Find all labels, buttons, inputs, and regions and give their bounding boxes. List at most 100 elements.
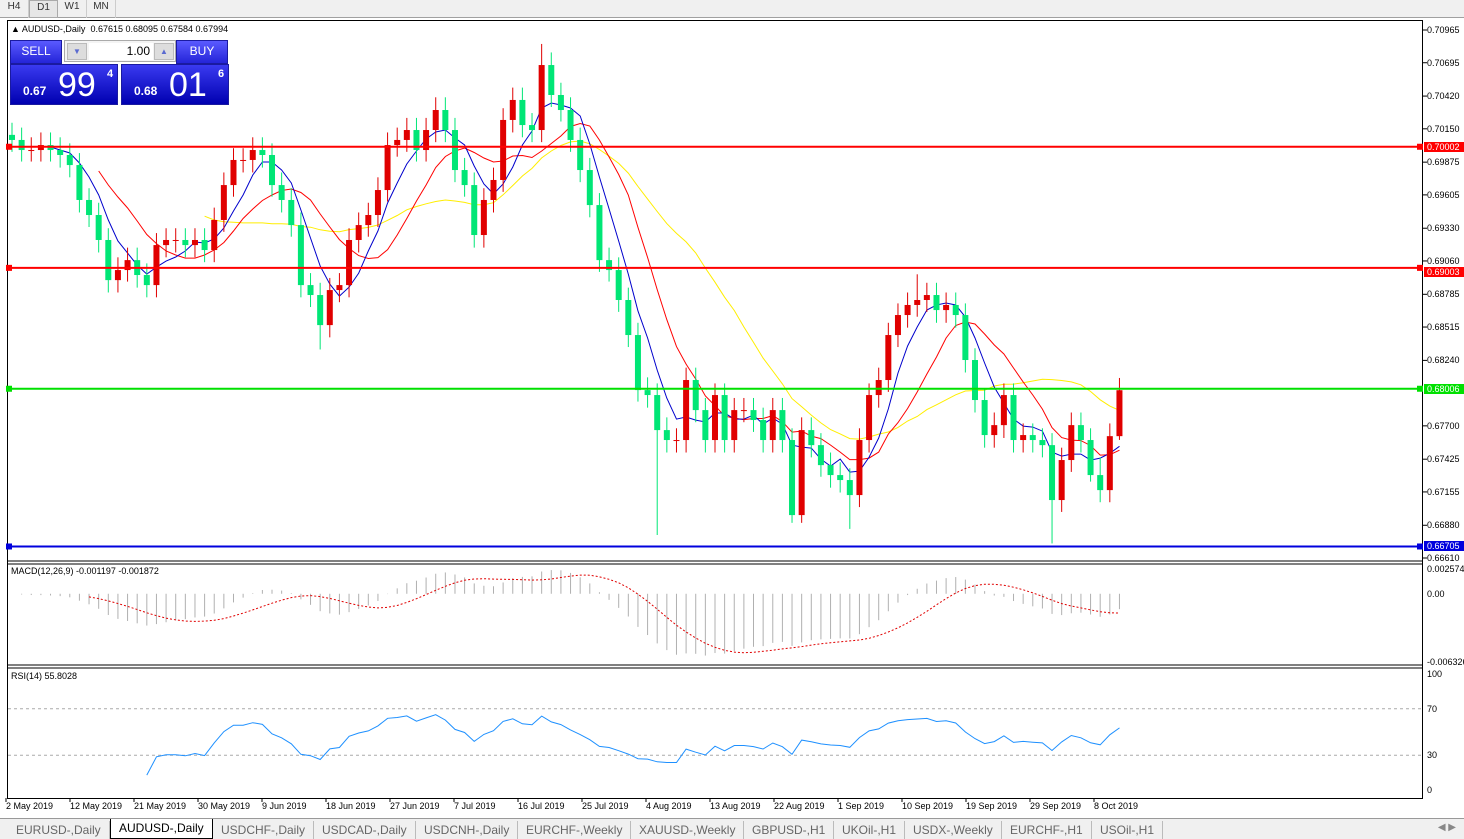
chart-title: ▲ AUDUSD-,Daily 0.67615 0.68095 0.67584 … xyxy=(11,24,229,34)
price-tick-label: 0.70965 xyxy=(1427,25,1460,35)
tab-scroll-arrows[interactable]: ◀ ▶ xyxy=(1437,822,1456,833)
candle-body xyxy=(509,99,516,120)
candle-body xyxy=(124,260,131,271)
candle-body xyxy=(615,270,622,301)
candle-body xyxy=(557,94,564,111)
candle-body xyxy=(28,150,35,152)
date-tick-label: 27 Jun 2019 xyxy=(390,801,440,811)
rsi-tick-label: 100 xyxy=(1427,669,1443,679)
candle-body xyxy=(1097,475,1104,491)
candle-body xyxy=(837,475,844,481)
rsi-line xyxy=(146,714,1120,776)
candle-body xyxy=(972,360,978,401)
chart-tab[interactable]: UKOil-,H1 xyxy=(834,821,906,839)
timeframe-w1[interactable]: W1 xyxy=(58,0,87,18)
candle-body xyxy=(95,215,102,240)
date-tick-label: 16 Jul 2019 xyxy=(518,801,565,811)
chart-tab[interactable]: EURUSD-,Daily xyxy=(8,821,110,839)
date-tick-label: 25 Jul 2019 xyxy=(582,801,629,811)
candle-body xyxy=(326,290,333,326)
candle-body xyxy=(211,219,218,251)
buy-price-prefix: 0.68 xyxy=(134,84,158,98)
candle-body xyxy=(654,395,661,431)
candle-body xyxy=(432,110,439,131)
candle-body xyxy=(403,130,410,140)
candle-body xyxy=(57,150,64,155)
level-handle xyxy=(6,385,12,392)
chart-tab[interactable]: USDCNH-,Daily xyxy=(416,821,519,839)
level-handle xyxy=(6,143,12,150)
candle-body xyxy=(789,440,796,516)
candle-body xyxy=(606,260,613,271)
level-handle xyxy=(1417,264,1423,271)
date-tick-label: 19 Sep 2019 xyxy=(966,801,1018,811)
candle-body xyxy=(1029,435,1036,441)
timeframe-d1[interactable]: D1 xyxy=(29,0,58,18)
price-tick-label: 0.68785 xyxy=(1427,289,1460,300)
chart-tab[interactable]: AUDUSD-,Daily xyxy=(110,819,213,839)
candle-body xyxy=(1077,425,1084,441)
buy-price-box[interactable]: 0.68 01 6 xyxy=(121,64,229,105)
candle-body xyxy=(336,285,343,291)
price-tick-label: 0.67155 xyxy=(1427,486,1460,497)
date-tick-label: 1 Sep 2019 xyxy=(838,801,885,811)
chart-tab[interactable]: XAUUSD-,Weekly xyxy=(631,821,745,839)
candle-body xyxy=(779,410,786,441)
sell-price-box[interactable]: 0.67 99 4 xyxy=(10,64,118,105)
candle-body xyxy=(240,159,247,161)
candle-body xyxy=(355,225,362,240)
candle-body xyxy=(394,139,401,146)
date-tick-label: 4 Aug 2019 xyxy=(646,801,692,811)
candle-body xyxy=(471,185,478,236)
candle-body xyxy=(673,440,680,442)
chart-tab[interactable]: EURCHF-,H1 xyxy=(1002,821,1092,839)
candle-body xyxy=(1087,440,1094,476)
chart-tab[interactable]: USDCAD-,Daily xyxy=(314,821,416,839)
candle-body xyxy=(259,150,266,155)
candle-body xyxy=(105,239,112,281)
candle-body xyxy=(914,300,921,305)
chart-tab[interactable]: EURCHF-,Weekly xyxy=(518,821,632,839)
ma-fast-line xyxy=(50,102,1120,473)
candle-body xyxy=(740,410,747,412)
buy-price-pips: 01 xyxy=(169,66,207,104)
sell-button[interactable]: SELL xyxy=(10,40,62,64)
timeframe-mn[interactable]: MN xyxy=(87,0,116,18)
candle-body xyxy=(894,315,901,336)
level-handle xyxy=(1417,143,1423,150)
candle-body xyxy=(1049,445,1056,501)
candle-body xyxy=(644,390,651,396)
chart-tab[interactable]: USDX-,Weekly xyxy=(905,821,1002,839)
candle-body xyxy=(153,245,160,286)
candle-body xyxy=(866,395,873,441)
candle-body xyxy=(846,480,853,496)
candle-body xyxy=(798,430,805,516)
lot-decrease-button[interactable]: ▼ xyxy=(67,43,87,60)
candle-body xyxy=(991,425,998,436)
buy-button[interactable]: BUY xyxy=(176,40,228,64)
level-price-tag: 0.68006 xyxy=(1424,383,1464,394)
candle-body xyxy=(18,139,25,151)
candle-body xyxy=(182,239,189,246)
lot-size-stepper: ▼ 1.00 ▲ xyxy=(64,40,176,62)
candle-body xyxy=(1068,425,1075,461)
level-handle xyxy=(1417,543,1423,550)
lot-size-input[interactable]: 1.00 xyxy=(89,43,153,60)
timeframe-h4[interactable]: H4 xyxy=(0,0,29,18)
candle-body xyxy=(634,335,641,391)
chart-tab[interactable]: USOil-,H1 xyxy=(1092,821,1164,839)
candle-body xyxy=(249,150,256,160)
candle-body xyxy=(480,199,487,236)
price-tick-label: 0.70420 xyxy=(1427,91,1460,102)
macd-label: MACD(12,26,9) -0.001197 -0.001872 xyxy=(11,566,159,576)
chart-tab[interactable]: GBPUSD-,H1 xyxy=(744,821,835,839)
date-tick-label: 30 May 2019 xyxy=(198,801,251,811)
ma-mid-line xyxy=(98,122,1120,461)
candle-body xyxy=(943,304,950,311)
candle-body xyxy=(769,410,776,441)
chart-frame[interactable] xyxy=(7,20,1423,799)
candle-body xyxy=(451,130,458,171)
chart-tab[interactable]: USDCHF-,Daily xyxy=(213,821,314,839)
lot-increase-button[interactable]: ▲ xyxy=(154,43,174,60)
